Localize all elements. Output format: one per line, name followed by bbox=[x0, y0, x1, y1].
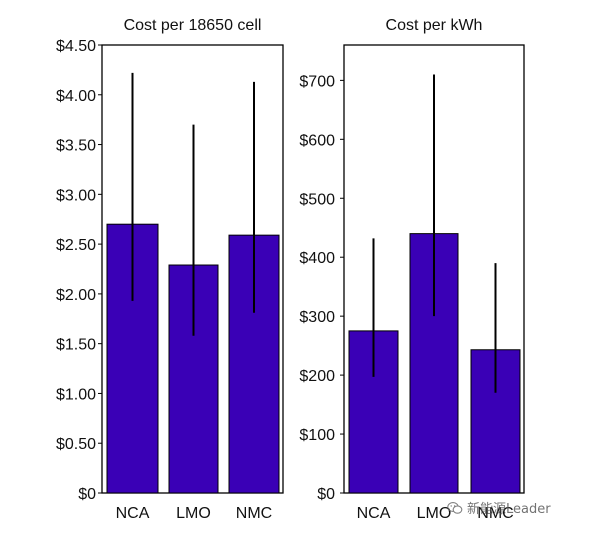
y-tick-label: $400 bbox=[299, 250, 335, 267]
y-tick-label: $0 bbox=[78, 486, 96, 503]
y-tick-label: $200 bbox=[299, 368, 335, 385]
y-tick-label: $600 bbox=[299, 132, 335, 149]
watermark: 新能源Leader bbox=[447, 498, 551, 517]
watermark-text: 新能源Leader bbox=[467, 502, 551, 517]
wechat-icon bbox=[447, 501, 463, 514]
chart-title: Cost per 18650 cell bbox=[124, 17, 262, 34]
x-category-label: LMO bbox=[176, 505, 211, 522]
y-tick-label: $300 bbox=[299, 309, 335, 326]
y-tick-label: $0 bbox=[317, 486, 335, 503]
y-tick-label: $1.00 bbox=[56, 386, 96, 403]
y-tick-label: $4.50 bbox=[56, 38, 96, 55]
y-tick-label: $700 bbox=[299, 73, 335, 90]
x-category-label: NCA bbox=[357, 505, 391, 522]
x-category-label: NMC bbox=[236, 505, 272, 522]
y-tick-label: $3.00 bbox=[56, 187, 96, 204]
y-tick-label: $3.50 bbox=[56, 138, 96, 155]
x-category-label: LMO bbox=[417, 505, 452, 522]
y-tick-label: $500 bbox=[299, 191, 335, 208]
y-tick-label: $2.50 bbox=[56, 237, 96, 254]
y-tick-label: $2.00 bbox=[56, 287, 96, 304]
y-tick-label: $4.00 bbox=[56, 88, 96, 105]
y-tick-label: $1.50 bbox=[56, 337, 96, 354]
y-tick-label: $0.50 bbox=[56, 436, 96, 453]
y-tick-label: $100 bbox=[299, 427, 335, 444]
x-category-label: NCA bbox=[116, 505, 150, 522]
chart-title: Cost per kWh bbox=[386, 17, 483, 34]
x-category-label: NMC bbox=[477, 505, 513, 522]
